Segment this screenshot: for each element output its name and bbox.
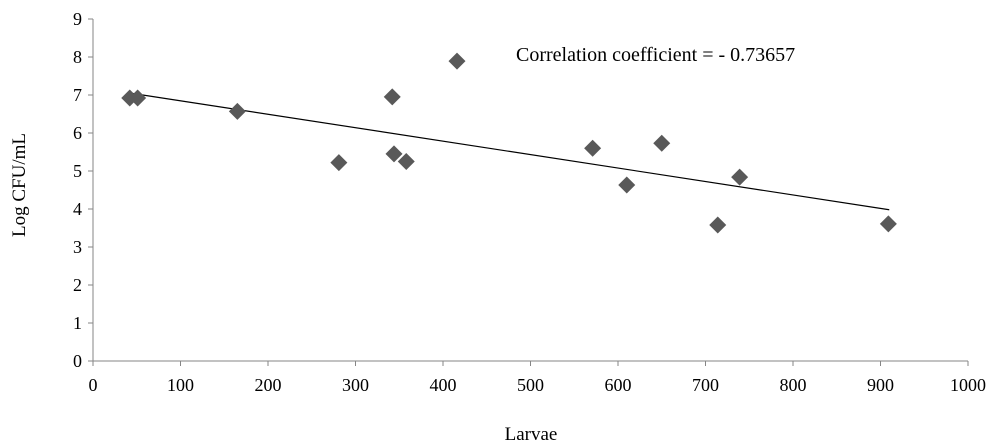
y-tick-label: 4 <box>73 199 82 219</box>
x-axis-title: Larvae <box>505 424 558 445</box>
data-point <box>879 215 897 233</box>
linear-trendline <box>127 92 890 211</box>
x-tick-label: 300 <box>342 375 369 395</box>
correlation-annotation: Correlation coefficient = - 0.73657 <box>516 44 795 66</box>
data-point <box>228 102 246 120</box>
data-point <box>618 176 636 194</box>
data-point <box>584 139 602 157</box>
plot-area <box>92 19 968 362</box>
y-tick-label: 9 <box>73 9 82 29</box>
y-tick-label: 7 <box>73 85 82 105</box>
data-point <box>731 168 749 186</box>
y-tick-label: 1 <box>73 313 82 333</box>
x-tick-label: 900 <box>867 375 894 395</box>
y-axis-ticks: 0 1 2 3 4 5 6 7 8 9 <box>73 9 93 371</box>
x-tick-label: 400 <box>430 375 457 395</box>
data-point <box>397 153 415 170</box>
x-tick-label: 800 <box>780 375 807 395</box>
x-tick-label: 500 <box>517 375 544 395</box>
y-tick-label: 8 <box>73 47 82 67</box>
x-tick-label: 0 <box>89 375 98 395</box>
y-tick-label: 0 <box>73 351 82 371</box>
trendline-layer <box>127 92 890 211</box>
x-tick-label: 700 <box>692 375 719 395</box>
data-point <box>448 52 466 70</box>
x-tick-label: 600 <box>605 375 632 395</box>
data-point <box>383 88 401 106</box>
y-axis-title: Log CFU/mL <box>9 133 30 237</box>
y-tick-label: 6 <box>73 123 82 143</box>
data-points <box>121 52 897 234</box>
y-tick-label: 5 <box>73 161 82 181</box>
x-tick-label: 100 <box>167 375 194 395</box>
data-point <box>129 89 147 107</box>
x-tick-label: 200 <box>255 375 282 395</box>
y-tick-label: 3 <box>73 237 82 257</box>
x-tick-label: 1000 <box>950 375 986 395</box>
y-tick-label: 2 <box>73 275 82 295</box>
data-point <box>653 134 671 152</box>
data-point <box>385 145 403 163</box>
data-point <box>330 154 348 172</box>
x-axis-ticks: 0 100 200 300 400 500 600 700 800 900 1000 <box>89 361 986 395</box>
data-point <box>709 216 727 234</box>
